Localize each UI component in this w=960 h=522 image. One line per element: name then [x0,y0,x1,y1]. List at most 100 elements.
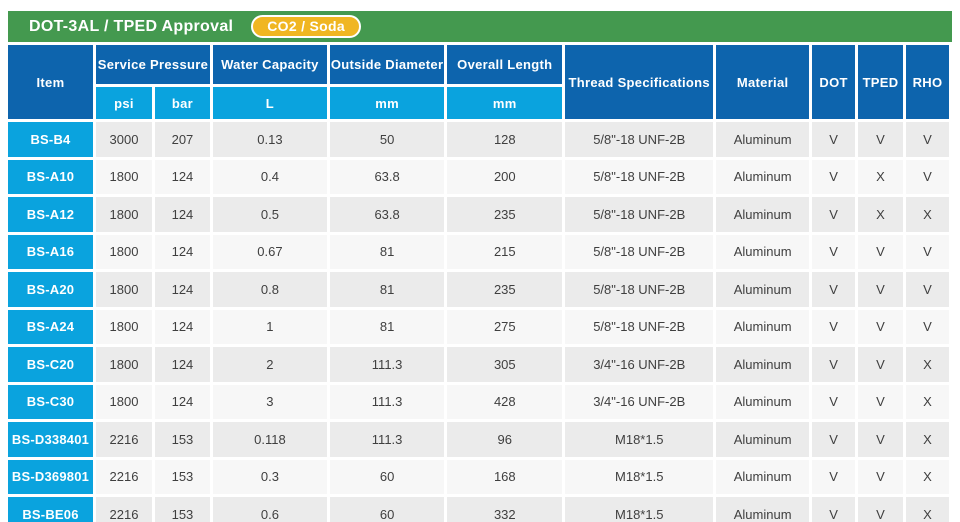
item-cell: BS-D338401 [8,422,93,457]
cell-bar: 124 [154,347,210,382]
cell-tped: V [858,347,903,382]
cell-material: Aluminum [716,459,810,494]
cell-psi: 2216 [95,497,152,522]
cell-bar: 153 [154,497,210,522]
cell-tped: V [858,384,903,419]
cell-tped: V [858,459,903,494]
cell-outside-diameter-mm: 111.3 [329,422,445,457]
cell-psi: 2216 [95,459,152,494]
cell-dot: V [812,497,856,522]
cell-material: Aluminum [716,159,810,194]
cell-psi: 1800 [95,197,152,232]
table-row: BS-B4 3000 207 0.13 50 128 5/8"-18 UNF-2B Alumi… [8,122,949,157]
col-header-material: Material [716,45,810,119]
cell-psi: 1800 [95,234,152,269]
cell-capacity-l: 0.4 [212,159,327,194]
col-header-water-capacity: Water Capacity [212,45,327,84]
cell-capacity-l: 0.13 [212,122,327,157]
cell-rho: X [905,384,949,419]
cell-bar: 124 [154,384,210,419]
item-cell: BS-C30 [8,384,93,419]
cell-dot: V [812,122,856,157]
cell-psi: 1800 [95,272,152,307]
cell-dot: V [812,234,856,269]
cell-capacity-l: 2 [212,347,327,382]
cell-outside-diameter-mm: 81 [329,309,445,344]
cell-rho: V [905,159,949,194]
cell-material: Aluminum [716,122,810,157]
cell-tped: V [858,497,903,522]
cell-thread: 5/8"-18 UNF-2B [565,197,714,232]
cell-capacity-l: 0.3 [212,459,327,494]
unit-header-length-mm: mm [447,87,563,119]
cell-tped: V [858,234,903,269]
header-units-row: psi bar L mm mm [8,87,949,119]
cell-dot: V [812,384,856,419]
cell-dot: V [812,459,856,494]
col-header-rho: RHO [905,45,949,119]
cell-outside-diameter-mm: 50 [329,122,445,157]
cell-overall-length-mm: 275 [447,309,563,344]
table-row: BS-A12 1800 124 0.5 63.8 235 5/8"-18 UNF-2B Alu… [8,197,949,232]
cell-thread: 3/4"-16 UNF-2B [565,347,714,382]
cell-overall-length-mm: 96 [447,422,563,457]
cell-outside-diameter-mm: 81 [329,234,445,269]
cell-overall-length-mm: 128 [447,122,563,157]
cell-outside-diameter-mm: 111.3 [329,347,445,382]
cell-dot: V [812,197,856,232]
cell-capacity-l: 0.118 [212,422,327,457]
cell-material: Aluminum [716,197,810,232]
cell-tped: X [858,197,903,232]
item-cell: BS-A24 [8,309,93,344]
cell-dot: V [812,422,856,457]
item-cell: BS-A20 [8,272,93,307]
cell-tped: V [858,309,903,344]
cell-rho: X [905,497,949,522]
item-cell: BS-A16 [8,234,93,269]
item-cell: BS-D369801 [8,459,93,494]
cell-thread: 5/8"-18 UNF-2B [565,159,714,194]
cell-overall-length-mm: 305 [447,347,563,382]
cell-rho: V [905,309,949,344]
spec-table: Item Service Pressure Water Capacity Out… [5,42,952,522]
item-cell: BS-BE06 [8,497,93,522]
cell-bar: 153 [154,422,210,457]
cell-psi: 3000 [95,122,152,157]
cell-material: Aluminum [716,347,810,382]
unit-header-diameter-mm: mm [329,87,445,119]
cell-bar: 124 [154,197,210,232]
table-row: BS-C30 1800 124 3 111.3 428 3/4"-16 UNF-2B Alum… [8,384,949,419]
cell-dot: V [812,309,856,344]
table-row: BS-A16 1800 124 0.67 81 215 5/8"-18 UNF-2B Alum… [8,234,949,269]
table-header: Item Service Pressure Water Capacity Out… [8,45,949,119]
cell-psi: 1800 [95,159,152,194]
cell-psi: 1800 [95,347,152,382]
cell-material: Aluminum [716,497,810,522]
cell-rho: V [905,272,949,307]
cell-bar: 207 [154,122,210,157]
cell-material: Aluminum [716,422,810,457]
table-body: BS-B4 3000 207 0.13 50 128 5/8"-18 UNF-2B Alumi… [8,122,949,522]
table-row: BS-A10 1800 124 0.4 63.8 200 5/8"-18 UNF-2B Alu… [8,159,949,194]
cell-outside-diameter-mm: 111.3 [329,384,445,419]
col-header-service-pressure: Service Pressure [95,45,210,84]
unit-header-psi: psi [95,87,152,119]
cell-thread: 5/8"-18 UNF-2B [565,122,714,157]
cell-psi: 2216 [95,422,152,457]
cell-capacity-l: 0.67 [212,234,327,269]
cell-outside-diameter-mm: 60 [329,459,445,494]
cell-thread: M18*1.5 [565,497,714,522]
cell-bar: 124 [154,272,210,307]
cell-tped: V [858,422,903,457]
category-badge: CO2 / Soda [251,15,361,38]
cell-rho: V [905,122,949,157]
col-header-item: Item [8,45,93,119]
cell-overall-length-mm: 428 [447,384,563,419]
cell-outside-diameter-mm: 63.8 [329,159,445,194]
cell-overall-length-mm: 200 [447,159,563,194]
col-header-tped: TPED [858,45,903,119]
table-row: BS-D369801 2216 153 0.3 60 168 M18*1.5 Aluminum… [8,459,949,494]
cell-capacity-l: 0.5 [212,197,327,232]
cell-psi: 1800 [95,384,152,419]
